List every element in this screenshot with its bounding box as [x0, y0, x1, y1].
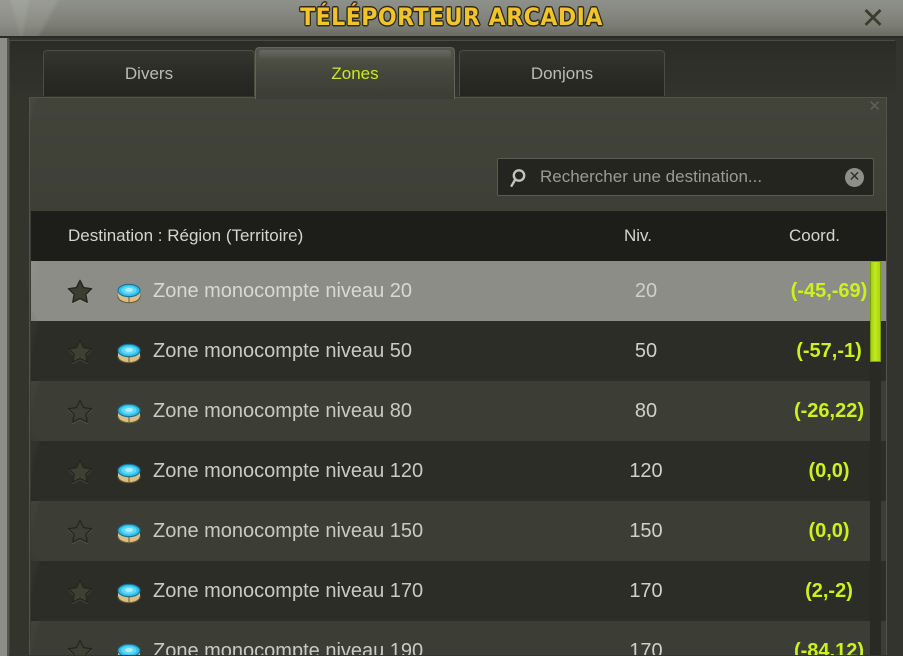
destination-coord: (0,0): [808, 459, 850, 482]
favorite-star-icon[interactable]: [67, 639, 93, 655]
table-row[interactable]: Zone monocompte niveau 170 170 (2,-2): [31, 561, 886, 621]
zones-panel: ✕ ✕ Destination : Région (Territoire): [29, 97, 887, 655]
destination-level: 120: [629, 459, 663, 482]
zone-teleporter-icon: [113, 400, 145, 424]
destination-coord: (-45,-69): [790, 279, 868, 302]
destination-name: Zone monocompte niveau 50: [153, 339, 413, 362]
zone-teleporter-icon: [113, 340, 145, 364]
title-bar: TÉLÉPORTEUR ARCADIA ✕: [0, 0, 903, 38]
destination-level: 80: [634, 399, 658, 422]
favorite-star-icon[interactable]: [67, 399, 93, 424]
table-row[interactable]: Zone monocompte niveau 150 150 (0,0): [31, 501, 886, 561]
destination-coord: (-57,-1): [796, 339, 862, 362]
search-input[interactable]: [540, 159, 830, 195]
destination-name: Zone monocompte niveau 150: [153, 519, 424, 542]
column-header-level: Niv.: [624, 226, 653, 245]
column-header-destination: Destination : Région (Territoire): [68, 226, 304, 245]
zone-teleporter-icon: [113, 520, 145, 544]
zone-teleporter-icon: [113, 280, 145, 304]
close-icon[interactable]: ✕: [860, 1, 886, 35]
favorite-star-icon[interactable]: [67, 279, 93, 304]
destination-name: Zone monocompte niveau 190: [153, 639, 424, 656]
destination-coord: (-26,22): [793, 399, 865, 422]
column-header-coord: Coord.: [789, 226, 841, 245]
tab-donjons-label: Donjons: [530, 63, 594, 83]
zone-teleporter-icon: [113, 640, 145, 655]
destination-level: 170: [629, 579, 663, 602]
destination-level: 20: [634, 279, 658, 302]
destination-coord: (0,0): [808, 519, 850, 542]
table-row[interactable]: Zone monocompte niveau 50 50 (-57,-1): [31, 321, 886, 381]
destination-name: Zone monocompte niveau 120: [153, 459, 424, 482]
scrollbar-track[interactable]: [870, 261, 881, 655]
favorite-star-icon[interactable]: [67, 519, 93, 544]
table-row[interactable]: Zone monocompte niveau 80 80 (-26,22): [31, 381, 886, 441]
destination-coord: (2,-2): [805, 579, 853, 602]
zone-teleporter-icon: [113, 580, 145, 604]
window-frame: Divers Zones Donjons ✕: [0, 38, 903, 656]
tab-divers-label: Divers: [124, 63, 174, 83]
tab-divers[interactable]: Divers: [43, 50, 255, 96]
tab-zones[interactable]: Zones: [255, 47, 455, 99]
column-header-row: Destination : Région (Territoire) Niv. C…: [31, 211, 886, 261]
destination-list[interactable]: Zone monocompte niveau 20 20 (-45,-69) Zone…: [31, 261, 886, 656]
destination-name: Zone monocompte niveau 170: [153, 579, 424, 602]
table-row[interactable]: Zone monocompte niveau 190 170 (-84,12): [31, 621, 886, 656]
table-row[interactable]: Zone monocompte niveau 20 20 (-45,-69): [31, 261, 886, 321]
favorite-star-icon[interactable]: [67, 339, 93, 364]
favorite-star-icon[interactable]: [67, 579, 93, 604]
destination-name: Zone monocompte niveau 20: [153, 279, 413, 302]
scrollbar-thumb[interactable]: [870, 261, 881, 362]
destination-coord: (-84,12): [793, 639, 865, 656]
tab-strip: Divers Zones Donjons: [10, 41, 896, 99]
zone-teleporter-icon: [113, 460, 145, 484]
destination-name: Zone monocompte niveau 80: [153, 399, 413, 422]
destination-level: 150: [629, 519, 663, 542]
window-frame-inner: Divers Zones Donjons ✕: [9, 40, 896, 655]
tab-zones-label: Zones: [331, 63, 379, 83]
destination-level: 170: [629, 639, 663, 656]
table-row[interactable]: Zone monocompte niveau 120 120 (0,0): [31, 441, 886, 501]
destination-level: 50: [634, 339, 658, 362]
page-title: TÉLÉPORTEUR ARCADIA: [300, 3, 603, 31]
favorite-star-icon[interactable]: [67, 459, 93, 484]
panel-close-icon[interactable]: ✕: [868, 97, 881, 115]
search-bar[interactable]: ✕: [497, 158, 874, 196]
search-icon: [510, 167, 532, 189]
tab-donjons[interactable]: Donjons: [459, 50, 665, 96]
clear-search-icon[interactable]: ✕: [845, 168, 864, 187]
